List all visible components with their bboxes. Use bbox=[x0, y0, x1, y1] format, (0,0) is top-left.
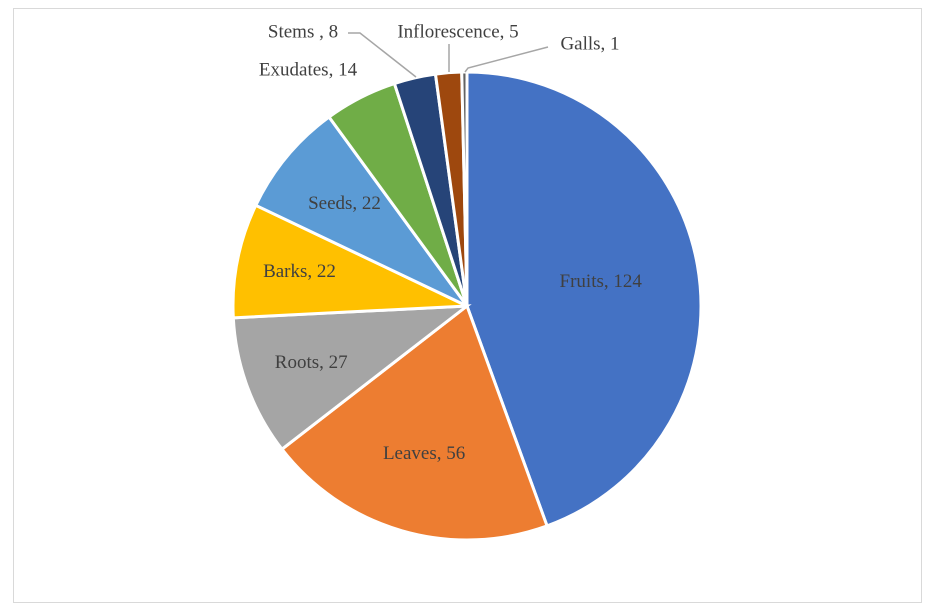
data-label-inflorescence: Inflorescence, 5 bbox=[397, 21, 518, 42]
data-label-fruits: Fruits, 124 bbox=[560, 271, 643, 292]
leader-lines bbox=[348, 32, 549, 78]
slice-roots bbox=[231, 304, 472, 452]
slice-barks bbox=[231, 203, 468, 320]
data-label-exudates: Exudates, 14 bbox=[259, 59, 358, 80]
data-label-roots: Roots, 27 bbox=[275, 352, 348, 373]
slice-seeds bbox=[253, 114, 469, 308]
data-label-barks: Barks, 22 bbox=[263, 261, 336, 282]
data-label-stems: Stems , 8 bbox=[268, 21, 338, 42]
slice-leaves bbox=[279, 303, 549, 542]
data-label-galls: Galls, 1 bbox=[560, 33, 619, 54]
pie-slices bbox=[231, 70, 703, 542]
leader-line-galls bbox=[464, 46, 549, 73]
slice-fruits bbox=[465, 70, 703, 528]
data-label-seeds: Seeds, 22 bbox=[308, 193, 381, 214]
slice-galls bbox=[460, 70, 469, 307]
data-label-leaves: Leaves, 56 bbox=[383, 443, 465, 464]
data-labels: Fruits, 124 Leaves, 56 Roots, 27 Barks, 22 S… bbox=[259, 21, 642, 463]
leader-line-stems bbox=[348, 32, 417, 78]
